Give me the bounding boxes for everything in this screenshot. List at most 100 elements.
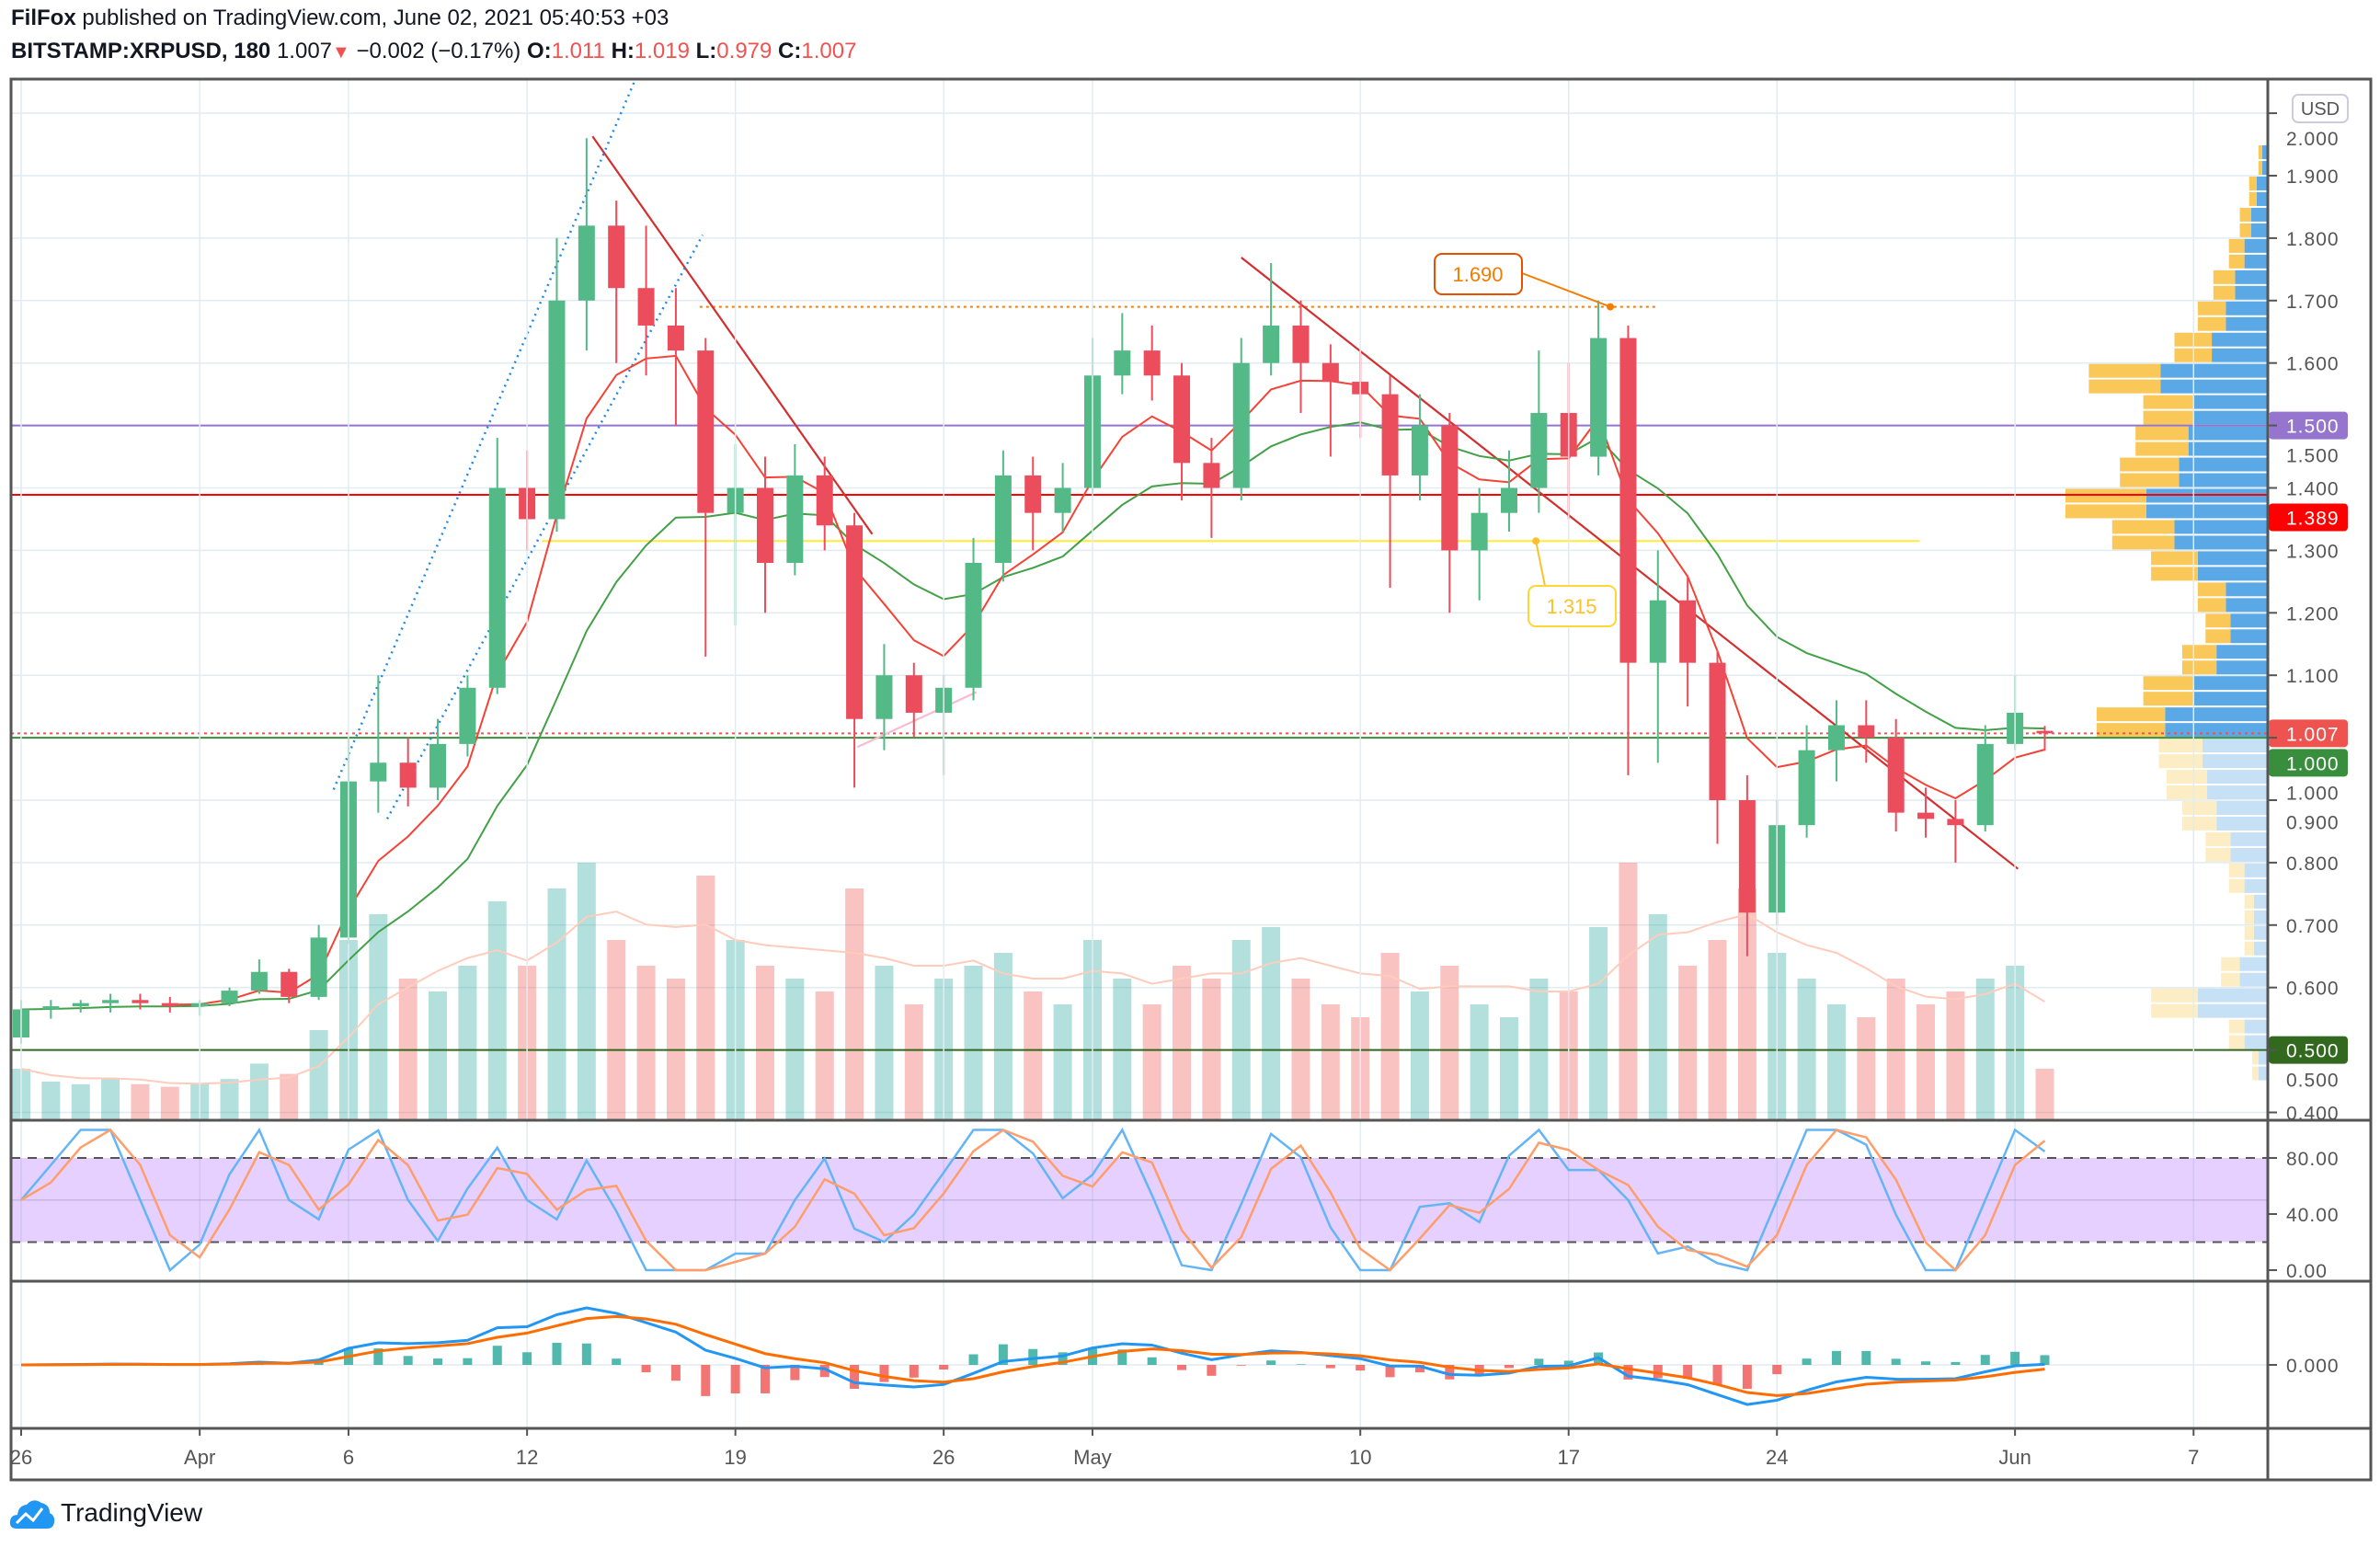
candle[interactable]: [697, 338, 715, 657]
slow-ema-line: [20, 421, 2045, 1011]
macd-histogram-bar: [1951, 1361, 1961, 1365]
trend-line[interactable]: [856, 691, 978, 749]
candle[interactable]: [1619, 325, 1637, 775]
candle[interactable]: [1024, 456, 1042, 551]
volume-profile-down-bar: [2151, 1003, 2198, 1018]
candle[interactable]: [1709, 650, 1726, 844]
trend-line[interactable]: [385, 234, 704, 819]
candle[interactable]: [1947, 800, 1964, 863]
callout-box[interactable]: [1434, 253, 1523, 295]
candle[interactable]: [2036, 726, 2054, 751]
candle[interactable]: [250, 959, 268, 994]
volume-profile-down-bar: [2181, 816, 2217, 831]
candle[interactable]: [1858, 700, 1875, 763]
volume-bar: [71, 1083, 90, 1120]
candle[interactable]: [637, 225, 655, 376]
candle[interactable]: [1203, 438, 1220, 538]
candle[interactable]: [370, 675, 387, 813]
candle[interactable]: [1470, 487, 1488, 601]
candle[interactable]: [429, 718, 447, 800]
candle[interactable]: [608, 201, 625, 363]
volume-profile-down-bar: [2248, 191, 2257, 206]
candle[interactable]: [42, 1000, 60, 1019]
candle[interactable]: [816, 456, 833, 551]
candle[interactable]: [1501, 450, 1517, 533]
macd-histogram-bar: [552, 1342, 562, 1365]
candle[interactable]: [1917, 787, 1935, 838]
candle[interactable]: [965, 537, 982, 701]
candle[interactable]: [459, 675, 476, 757]
price-axis-label: 1.300: [2286, 541, 2340, 562]
volume-profile-up-bar: [2230, 613, 2268, 628]
candle[interactable]: [1263, 263, 1280, 376]
volume-bar: [220, 1079, 239, 1120]
candle[interactable]: [1381, 375, 1399, 589]
candle[interactable]: [1590, 300, 1608, 476]
candle[interactable]: [1322, 344, 1339, 457]
candle[interactable]: [1887, 718, 1905, 831]
candle[interactable]: [221, 987, 238, 1007]
macd-histogram-bar: [701, 1365, 711, 1396]
candle[interactable]: [1143, 325, 1161, 401]
main-pane[interactable]: [11, 81, 2268, 1120]
candle-body: [846, 525, 864, 719]
volume-profile-down-bar: [2143, 692, 2193, 706]
symbol-name: BITSTAMP:XRPUSD, 180: [11, 39, 271, 63]
candle[interactable]: [161, 996, 178, 1013]
volume-bar: [1231, 940, 1251, 1120]
candle[interactable]: [1173, 362, 1191, 501]
candle-body: [1292, 325, 1310, 363]
candle[interactable]: [399, 738, 417, 807]
macd-histogram-bar: [1266, 1360, 1276, 1365]
candle[interactable]: [994, 450, 1012, 582]
candle[interactable]: [846, 512, 864, 788]
trend-line[interactable]: [591, 135, 874, 535]
candle[interactable]: [1679, 575, 1697, 707]
macd-histogram-bar: [1921, 1361, 1931, 1365]
tradingview-logo[interactable]: TradingView: [9, 1497, 202, 1529]
time-axis-label: 26: [10, 1446, 32, 1469]
volume-profile-down-bar: [2135, 426, 2189, 441]
candle[interactable]: [1798, 725, 1815, 838]
candle[interactable]: [757, 456, 773, 613]
macd-histogram-bar: [1505, 1365, 1514, 1369]
candle[interactable]: [132, 993, 149, 1010]
price-axis-label: 1.900: [2286, 166, 2340, 188]
candle[interactable]: [1530, 350, 1548, 513]
candle[interactable]: [1232, 338, 1250, 501]
volume-profile-down-bar: [2158, 754, 2203, 769]
candle[interactable]: [1114, 313, 1131, 395]
candle[interactable]: [548, 237, 566, 533]
candle[interactable]: [786, 443, 804, 576]
candle[interactable]: [1976, 725, 1994, 831]
time-axis-label: May: [1073, 1446, 1112, 1469]
candle-body: [816, 475, 833, 526]
volume-bar: [131, 1083, 150, 1120]
candle[interactable]: [280, 968, 298, 1003]
candle[interactable]: [875, 644, 893, 751]
candle[interactable]: [1441, 413, 1459, 613]
chart-frame: [9, 77, 2373, 1482]
volume-profile-down-bar: [2244, 925, 2254, 940]
candle[interactable]: [102, 993, 120, 1013]
currency-button[interactable]: [2292, 94, 2349, 123]
candle[interactable]: [1649, 550, 1666, 763]
candle[interactable]: [1411, 394, 1428, 501]
candle[interactable]: [488, 438, 506, 694]
candle[interactable]: [1738, 774, 1756, 957]
candle[interactable]: [310, 924, 327, 1001]
candle[interactable]: [72, 1000, 89, 1013]
candle[interactable]: [1054, 463, 1071, 533]
candle[interactable]: [1292, 300, 1310, 414]
candle[interactable]: [1827, 700, 1845, 782]
candle[interactable]: [905, 662, 922, 739]
candle[interactable]: [578, 138, 595, 351]
volume-profile-down-bar: [2205, 847, 2231, 862]
callout-box[interactable]: [1528, 585, 1617, 627]
macd-histogram-bar: [670, 1365, 681, 1381]
author-name[interactable]: FilFox: [11, 6, 76, 30]
candle[interactable]: [667, 288, 684, 426]
price-axis-label: 1.100: [2286, 666, 2340, 687]
candle-body: [608, 225, 625, 289]
